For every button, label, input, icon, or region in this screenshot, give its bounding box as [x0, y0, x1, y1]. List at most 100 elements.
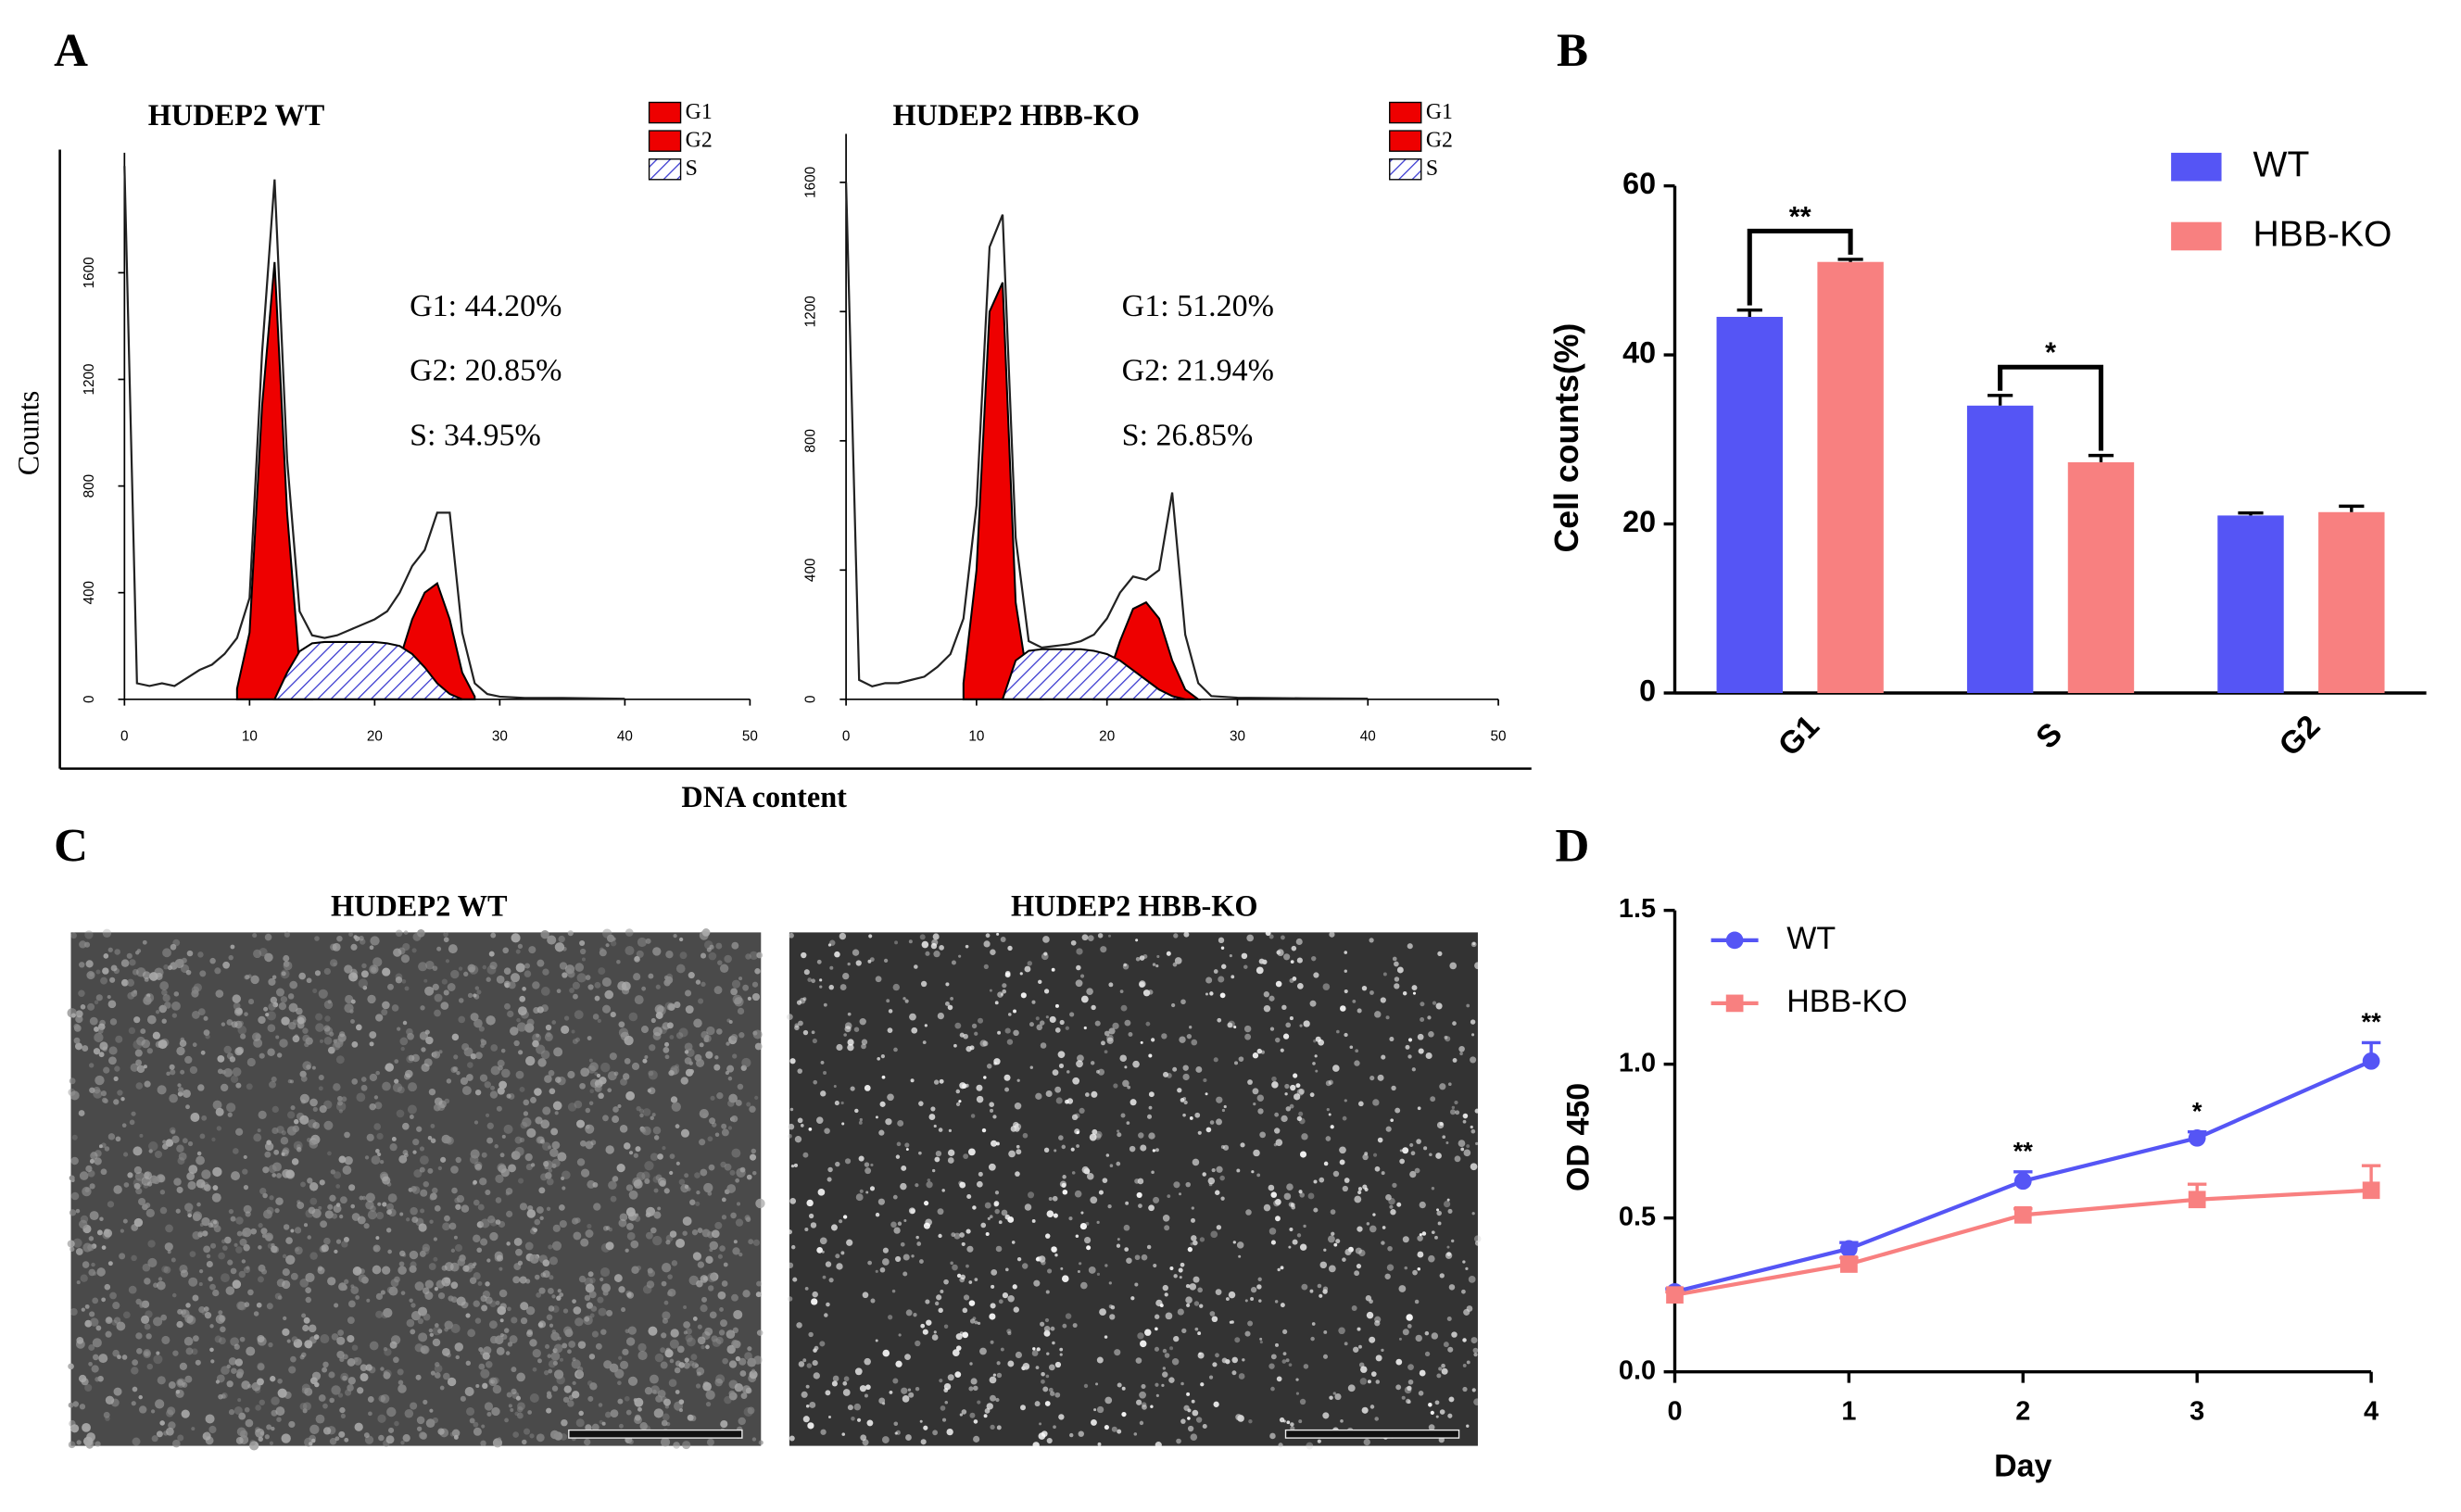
cell — [152, 1031, 161, 1040]
cell — [634, 955, 640, 962]
cell — [1339, 1005, 1346, 1012]
cell — [1187, 1425, 1194, 1432]
cell — [1247, 1079, 1253, 1085]
cell — [661, 1332, 667, 1339]
cell — [1470, 1056, 1477, 1064]
point — [2188, 1128, 2206, 1147]
cell — [230, 1267, 237, 1275]
cell — [731, 979, 741, 989]
cell — [1104, 1425, 1109, 1430]
cell — [954, 1371, 962, 1378]
cell — [264, 952, 273, 963]
cell — [1182, 1097, 1187, 1101]
cell — [1148, 1105, 1153, 1110]
cell — [562, 1186, 566, 1191]
error-bar — [2088, 453, 2114, 462]
cell — [496, 1346, 505, 1355]
cell — [902, 1254, 910, 1261]
cell — [1191, 1399, 1195, 1404]
cell — [616, 959, 621, 964]
cell — [421, 1047, 426, 1052]
cell — [1416, 1139, 1421, 1144]
cell — [380, 1393, 390, 1404]
cell — [865, 1191, 869, 1194]
cell — [1031, 1350, 1039, 1356]
image-title: HUDEP2 HBB-KO — [1011, 888, 1257, 922]
cell — [495, 1300, 500, 1305]
cell — [336, 1336, 346, 1345]
cell — [269, 1441, 274, 1445]
cell — [409, 1298, 413, 1303]
cell — [145, 1333, 152, 1340]
cell — [1164, 1353, 1170, 1358]
cell — [1215, 1289, 1222, 1296]
cell — [878, 1129, 885, 1136]
cell — [324, 1210, 334, 1219]
cell — [418, 962, 428, 972]
cell — [473, 1018, 483, 1028]
cell — [709, 944, 714, 950]
cell — [486, 1015, 496, 1026]
cell — [1275, 1139, 1283, 1146]
cell — [1301, 1283, 1308, 1291]
cell — [584, 1316, 590, 1322]
cell — [926, 1181, 933, 1189]
cell — [594, 995, 600, 1002]
cell — [728, 1020, 733, 1024]
cell — [244, 1012, 248, 1016]
cell — [990, 1303, 996, 1309]
cell — [180, 1269, 189, 1278]
cell — [797, 1117, 803, 1124]
cell — [836, 1263, 843, 1270]
cell — [944, 1401, 949, 1405]
cell — [847, 1043, 854, 1052]
cell — [1190, 1241, 1194, 1246]
cell — [606, 1309, 613, 1317]
cell — [700, 1344, 705, 1350]
cell — [96, 1267, 106, 1277]
cell — [599, 1077, 607, 1085]
cell — [389, 1341, 398, 1349]
cell — [187, 1180, 196, 1191]
cell — [973, 1419, 978, 1424]
cell — [474, 986, 480, 990]
cell — [972, 1205, 977, 1210]
cell — [505, 1351, 511, 1355]
cell — [1428, 1424, 1435, 1430]
cell — [576, 1119, 586, 1128]
cell — [997, 1030, 1002, 1035]
cell — [1044, 1401, 1051, 1406]
cell — [215, 989, 224, 998]
cell — [1417, 1106, 1421, 1111]
cell — [920, 1439, 927, 1445]
cell — [430, 1123, 435, 1128]
cell — [801, 1391, 808, 1398]
cell — [1375, 1354, 1382, 1362]
cell — [938, 1307, 943, 1314]
cell — [675, 1161, 680, 1166]
cell — [722, 1357, 728, 1365]
cell — [787, 1296, 793, 1302]
cell — [72, 1238, 82, 1248]
cell — [1244, 1033, 1252, 1040]
cell — [1218, 976, 1225, 983]
cell — [709, 1117, 716, 1125]
cell — [1319, 1261, 1328, 1269]
cell — [808, 1213, 814, 1219]
cell — [1357, 1226, 1363, 1232]
cell — [280, 996, 288, 1003]
cell — [428, 1328, 434, 1333]
cell — [160, 1314, 168, 1321]
cell — [514, 1411, 520, 1417]
cell — [1114, 1349, 1121, 1356]
cell — [1089, 1133, 1097, 1141]
cell — [1029, 1065, 1033, 1069]
cell — [232, 1067, 242, 1077]
cell — [440, 1156, 447, 1163]
cell — [91, 1152, 96, 1157]
cell — [702, 1380, 709, 1387]
cell — [1045, 1090, 1053, 1098]
x-tick-label: 2 — [2015, 1397, 2030, 1427]
cell — [875, 1115, 878, 1119]
cell — [943, 1324, 949, 1329]
